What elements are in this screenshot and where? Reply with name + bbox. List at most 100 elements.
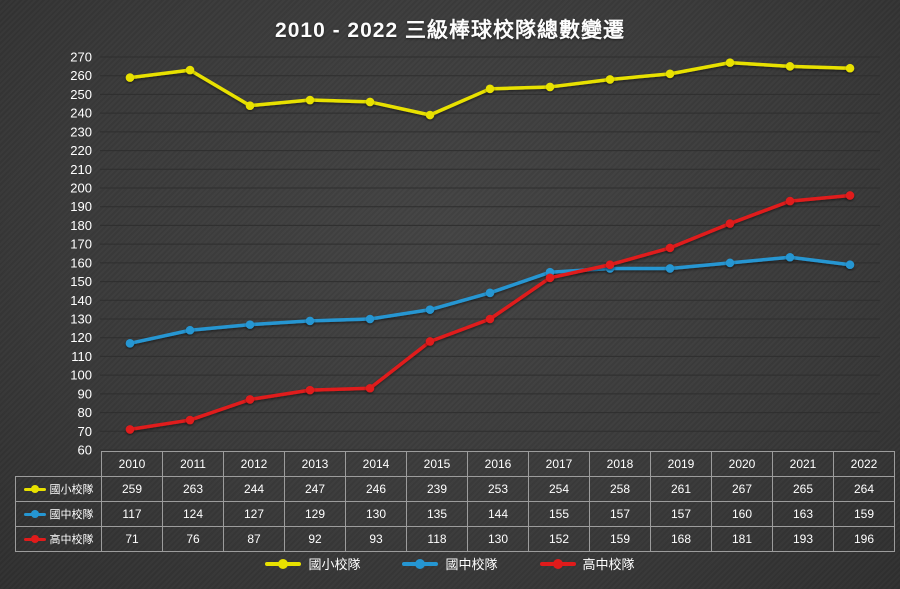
series-key-icon: [402, 558, 439, 569]
data-point-elementary-school-teams: [845, 63, 855, 73]
y-tick-label: 100: [70, 368, 92, 383]
gridlines-group: [100, 56, 880, 451]
year-header-cell: 2019: [650, 451, 712, 477]
data-point-senior-high-teams: [245, 395, 255, 404]
value-cell-senior-high-teams: 92: [284, 526, 346, 552]
series-label-cell: 高中校隊: [15, 526, 102, 552]
y-tick-label: 130: [70, 312, 92, 327]
value-cell-elementary-school-teams: 261: [650, 476, 712, 502]
value-cell-senior-high-teams: 71: [101, 526, 163, 552]
year-header-cell: 2013: [284, 451, 346, 477]
data-point-senior-high-teams: [485, 314, 495, 324]
value-cell-senior-high-teams: 193: [772, 526, 834, 552]
y-tick-label: 160: [70, 255, 92, 270]
value-cell-junior-high-teams: 117: [101, 501, 163, 527]
value-cell-elementary-school-teams: 264: [833, 476, 895, 502]
value-cell-elementary-school-teams: 258: [589, 476, 651, 502]
value-cell-elementary-school-teams: 244: [223, 476, 285, 502]
year-header-cell: 2018: [589, 451, 651, 477]
value-cell-elementary-school-teams: 267: [711, 476, 773, 502]
series-group: [125, 58, 855, 434]
data-point-elementary-school-teams: [245, 101, 255, 110]
value-cell-senior-high-teams: 196: [833, 526, 895, 552]
year-header-cell: 2014: [345, 451, 407, 477]
year-header-cell: 2016: [467, 451, 529, 477]
value-cell-junior-high-teams: 157: [650, 501, 712, 527]
data-point-junior-high-teams: [245, 320, 255, 329]
legend-item-senior-high-teams: 高中校隊: [539, 554, 635, 573]
data-point-junior-high-teams: [845, 260, 855, 270]
series-label-text: 國中校隊: [49, 509, 94, 521]
y-tick-label: 90: [78, 386, 92, 401]
value-cell-junior-high-teams: 163: [772, 501, 834, 527]
data-point-junior-high-teams: [125, 339, 135, 348]
value-cell-junior-high-teams: 129: [284, 501, 346, 527]
value-cell-senior-high-teams: 87: [223, 526, 285, 552]
value-cell-elementary-school-teams: 263: [162, 476, 224, 502]
y-tick-label: 240: [70, 106, 92, 121]
data-point-junior-high-teams: [485, 288, 495, 298]
value-cell-senior-high-teams: 76: [162, 526, 224, 552]
data-point-elementary-school-teams: [785, 62, 795, 71]
data-point-senior-high-teams: [605, 260, 615, 270]
y-tick-label: 110: [71, 349, 92, 364]
data-point-senior-high-teams: [185, 415, 195, 425]
y-axis-labels-group: 60 70 80 90 100 110 120 130 140 150 160 170 180 190 20…: [70, 50, 92, 458]
y-tick-label: 200: [70, 181, 92, 196]
series-label-text: 國小校隊: [49, 484, 94, 496]
data-point-senior-high-teams: [125, 425, 135, 434]
y-tick-label: 120: [70, 330, 92, 345]
data-point-junior-high-teams: [665, 264, 675, 273]
year-header-row: 2010 2011 2012 2013 2014 2015 2016 2017 2018 2019…: [16, 451, 895, 477]
data-point-elementary-school-teams: [305, 95, 315, 105]
data-point-junior-high-teams: [365, 314, 375, 324]
data-point-elementary-school-teams: [545, 82, 555, 92]
value-cell-junior-high-teams: 155: [528, 501, 590, 527]
data-table: 2010 2011 2012 2013 2014 2015 2016 2017 2018 2019…: [15, 451, 895, 552]
data-point-senior-high-teams: [425, 337, 435, 346]
value-cell-elementary-school-teams: 247: [284, 476, 346, 502]
series-key-icon: [23, 485, 46, 494]
series-label-text: 高中校隊: [49, 534, 94, 546]
value-cell-junior-high-teams: 144: [467, 501, 529, 527]
data-point-elementary-school-teams: [125, 73, 135, 82]
value-cell-senior-high-teams: 130: [467, 526, 529, 552]
data-point-elementary-school-teams: [485, 84, 495, 94]
year-header-cell: 2020: [711, 451, 773, 477]
year-header-cell: 2012: [223, 451, 285, 477]
chart-title: 2010 - 2022 三級棒球校隊總數變遷: [275, 19, 625, 42]
value-cell-junior-high-teams: 157: [589, 501, 651, 527]
value-cell-junior-high-teams: 135: [406, 501, 468, 527]
value-cell-senior-high-teams: 181: [711, 526, 773, 552]
value-cell-junior-high-teams: 130: [345, 501, 407, 527]
value-cell-elementary-school-teams: 246: [345, 476, 407, 502]
series-key-icon: [539, 558, 576, 569]
legend-label: 高中校隊: [582, 557, 635, 572]
series-key-icon: [23, 510, 46, 519]
data-point-junior-high-teams: [785, 252, 795, 262]
series-label-cell: 國小校隊: [15, 476, 102, 502]
y-tick-label: 80: [78, 405, 92, 420]
series-key-icon: [265, 558, 302, 569]
y-tick-label: 250: [70, 87, 92, 102]
data-point-junior-high-teams: [185, 325, 195, 335]
legend-item-elementary-school-teams: 國小校隊: [265, 554, 360, 573]
value-cell-elementary-school-teams: 265: [772, 476, 834, 502]
value-cell-junior-high-teams: 160: [711, 501, 773, 527]
value-cell-junior-high-teams: 159: [833, 501, 895, 527]
y-tick-label: 270: [70, 50, 92, 65]
table-row-junior-high-teams: 國中校隊 117 124 127 129 130 135 144 155 157 157 160 163…: [15, 501, 895, 527]
value-cell-senior-high-teams: 118: [406, 526, 468, 552]
value-cell-senior-high-teams: 159: [589, 526, 651, 552]
series-label-cell: 國中校隊: [15, 501, 102, 527]
value-cell-elementary-school-teams: 239: [406, 476, 468, 502]
data-point-senior-high-teams: [665, 243, 675, 253]
data-point-elementary-school-teams: [665, 69, 675, 79]
legend-label: 國小校隊: [308, 557, 361, 572]
y-tick-label: 70: [78, 424, 92, 439]
data-point-junior-high-teams: [725, 258, 735, 268]
data-point-senior-high-teams: [845, 191, 855, 200]
year-header-cell: 2021: [772, 451, 834, 477]
data-point-senior-high-teams: [545, 273, 555, 283]
